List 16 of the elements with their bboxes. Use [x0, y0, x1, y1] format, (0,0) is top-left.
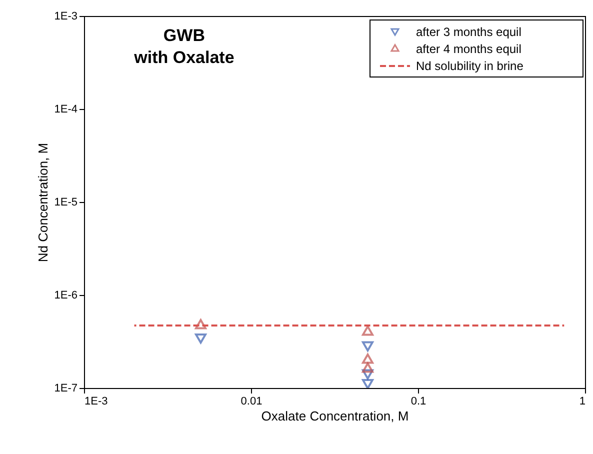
annotation: GWB	[163, 26, 205, 45]
x-tick-label: 0.1	[410, 396, 426, 408]
annotation: with Oxalate	[133, 48, 234, 67]
y-tick-label: 1E-6	[54, 290, 78, 302]
y-tick-label: 1E-3	[54, 10, 78, 22]
y-tick-label: 1E-7	[54, 382, 78, 394]
x-tick-label: 1	[579, 396, 586, 408]
legend-label: after 3 months equil	[416, 25, 522, 39]
x-tick-label: 0.01	[240, 396, 262, 408]
legend-label: after 4 months equil	[416, 42, 522, 56]
y-tick-label: 1E-5	[54, 196, 78, 208]
y-axis-title: Nd Concentration, M	[35, 142, 50, 262]
y-tick-label: 1E-4	[54, 104, 78, 116]
x-tick-label: 1E-3	[84, 396, 108, 408]
x-axis-title: Oxalate Concentration, M	[261, 408, 409, 424]
legend-label: Nd solubility in brine	[416, 59, 524, 73]
